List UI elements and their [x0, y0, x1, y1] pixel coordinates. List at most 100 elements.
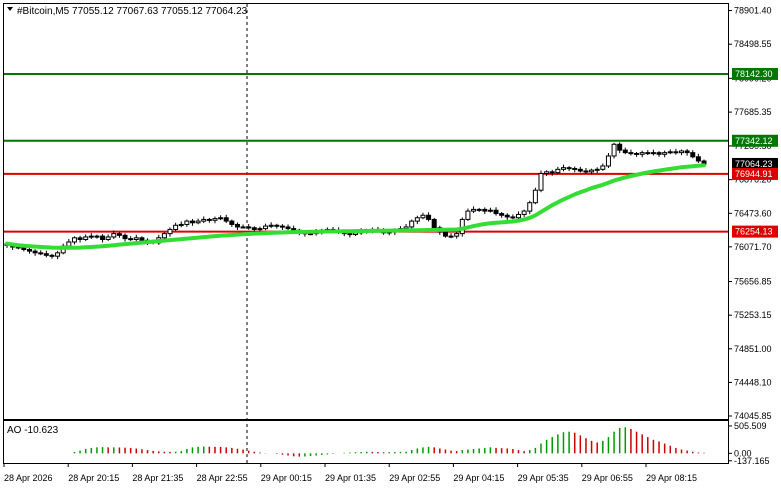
x-tick-label: 29 Apr 06:55	[582, 473, 633, 483]
ao-tick-label: 0.00	[734, 448, 752, 458]
candle-body	[173, 224, 179, 230]
candle-body	[560, 167, 566, 170]
candle-body	[695, 156, 701, 162]
level-label: 77064.23	[735, 159, 773, 169]
x-tick-label: 29 Apr 01:35	[325, 473, 376, 483]
candle-body	[77, 237, 83, 240]
candle-body	[504, 214, 510, 218]
candle-body	[538, 173, 544, 191]
y-tick-label: 78498.55	[734, 39, 772, 49]
candle-body	[201, 218, 207, 222]
x-tick-label: 28 Apr 21:35	[132, 473, 183, 483]
candle-body	[229, 220, 235, 225]
level-badge-resistance	[732, 134, 778, 147]
y-tick-label: 76473.60	[734, 208, 772, 218]
candle-body	[268, 224, 274, 227]
candle-body	[246, 226, 252, 229]
candle-body	[167, 228, 173, 235]
main-chart-frame	[3, 3, 729, 420]
candle-body	[94, 235, 100, 238]
candle-body	[32, 250, 38, 254]
x-tick-label: 29 Apr 00:15	[261, 473, 312, 483]
candle-body	[521, 210, 527, 215]
candle-body	[291, 228, 297, 231]
candle-body	[116, 233, 122, 236]
candle-body	[234, 223, 240, 228]
candle-body	[257, 228, 263, 231]
candle-body	[279, 225, 285, 228]
level-badge-support	[732, 167, 778, 180]
candle-body	[139, 237, 145, 241]
ao-label: AO -10.623	[7, 425, 59, 436]
candle-body	[493, 209, 499, 215]
candle-body	[111, 233, 117, 238]
candle-body	[26, 248, 32, 252]
candle-body	[549, 171, 555, 174]
candle-body	[263, 225, 269, 230]
candle-body	[448, 235, 454, 238]
candle-body	[684, 150, 690, 154]
candle-body	[71, 237, 77, 243]
level-label: 76254.13	[735, 227, 773, 237]
candle-body	[622, 149, 628, 154]
level-badge-support	[732, 225, 778, 238]
candle-body	[184, 220, 190, 225]
candle-body	[465, 210, 471, 220]
candle-body	[178, 223, 184, 226]
candle-body	[55, 252, 61, 257]
candle-body	[662, 152, 668, 155]
candle-body	[617, 143, 623, 151]
y-tick-label: 76071.70	[734, 242, 772, 252]
y-tick-label: 75656.85	[734, 276, 772, 286]
candle-body	[594, 168, 600, 171]
candle-body	[88, 235, 94, 238]
ao-y-axis: 505.509 0.00-137.165	[728, 421, 770, 466]
ao-tick-label: -137.165	[734, 456, 770, 466]
candle-body	[100, 235, 106, 240]
level-badge-resistance	[732, 67, 778, 80]
level-label: 77342.12	[735, 136, 773, 146]
candle-body	[639, 152, 645, 155]
ao-tick-label: 505.509	[734, 421, 767, 431]
candle-body	[510, 216, 516, 219]
candle-body	[240, 226, 246, 229]
candle-body	[583, 170, 589, 173]
x-tick-label: 29 Apr 05:35	[518, 473, 569, 483]
candle-body	[38, 252, 44, 255]
candle-body	[645, 152, 651, 155]
candle-body	[611, 143, 617, 157]
candle-body	[21, 247, 27, 250]
candle-body	[516, 213, 522, 219]
candle-body	[285, 226, 291, 230]
chart-menu-triangle-icon[interactable]	[7, 7, 13, 11]
y-tick-label: 74448.10	[734, 377, 772, 387]
chart-title: #Bitcoin,M5 77055.12 77067.63 77055.12 7…	[17, 6, 248, 17]
candle-body	[43, 253, 49, 256]
candle-body	[527, 202, 533, 212]
candle-body	[426, 214, 432, 220]
candle-body	[667, 151, 673, 154]
y-tick-label: 74851.00	[734, 344, 772, 354]
x-tick-label: 28 Apr 20:15	[68, 473, 119, 483]
candle-body	[218, 217, 224, 220]
candle-body	[431, 218, 437, 229]
candle-body	[572, 167, 578, 170]
candle-body	[206, 218, 212, 221]
candle-body	[605, 155, 611, 167]
level-label: 76944.91	[735, 169, 773, 179]
candle-body	[566, 167, 572, 170]
candle-body	[274, 224, 280, 227]
candle-body	[544, 171, 550, 175]
candle-body	[634, 152, 640, 155]
candle-body	[577, 168, 583, 172]
level-label: 78142.30	[735, 69, 773, 79]
candle-body	[532, 189, 538, 204]
y-tick-label: 78901.40	[734, 6, 772, 16]
candle-body	[347, 233, 353, 236]
candle-body	[650, 152, 656, 155]
y-tick-label: 74045.85	[734, 411, 772, 421]
candle-body	[122, 234, 128, 240]
candle-body	[628, 152, 634, 155]
